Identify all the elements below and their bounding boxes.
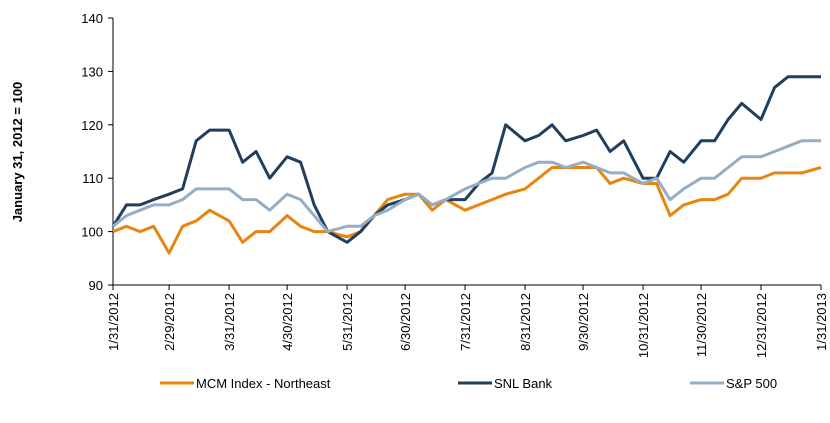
x-tick-label: 7/31/2012: [458, 293, 473, 351]
y-tick-label: 120: [81, 118, 103, 133]
x-tick-label: 6/30/2012: [398, 293, 413, 351]
y-axis-label: January 31, 2012 = 100: [10, 82, 25, 223]
x-tick-label: 9/30/2012: [576, 293, 591, 351]
y-tick-label: 140: [81, 11, 103, 26]
series-line: [111, 75, 821, 244]
x-tick-label: 2/29/2012: [162, 293, 177, 351]
series-line: [112, 166, 822, 255]
x-tick-label: 8/31/2012: [518, 293, 533, 351]
legend-label: SNL Bank: [494, 376, 553, 391]
series-line: [112, 139, 821, 234]
x-tick-label: 1/31/2012: [106, 293, 121, 351]
x-tick-label: 11/30/2012: [694, 293, 709, 357]
x-tick-label: 12/31/2012: [754, 293, 769, 358]
x-tick-label: 10/31/2012: [636, 293, 651, 358]
x-tick-label: 1/31/2013: [814, 293, 829, 351]
x-tick-label: 5/31/2012: [340, 293, 355, 351]
x-tick-label: 3/31/2012: [222, 293, 237, 351]
x-tick-label: 4/30/2012: [280, 293, 295, 351]
y-tick-label: 110: [82, 171, 103, 186]
y-tick-label: 100: [81, 225, 103, 240]
y-tick-label: 130: [81, 64, 103, 79]
y-tick-label: 90: [89, 278, 103, 293]
legend-label: MCM Index - Northeast: [196, 376, 331, 391]
legend-label: S&P 500: [726, 376, 777, 391]
